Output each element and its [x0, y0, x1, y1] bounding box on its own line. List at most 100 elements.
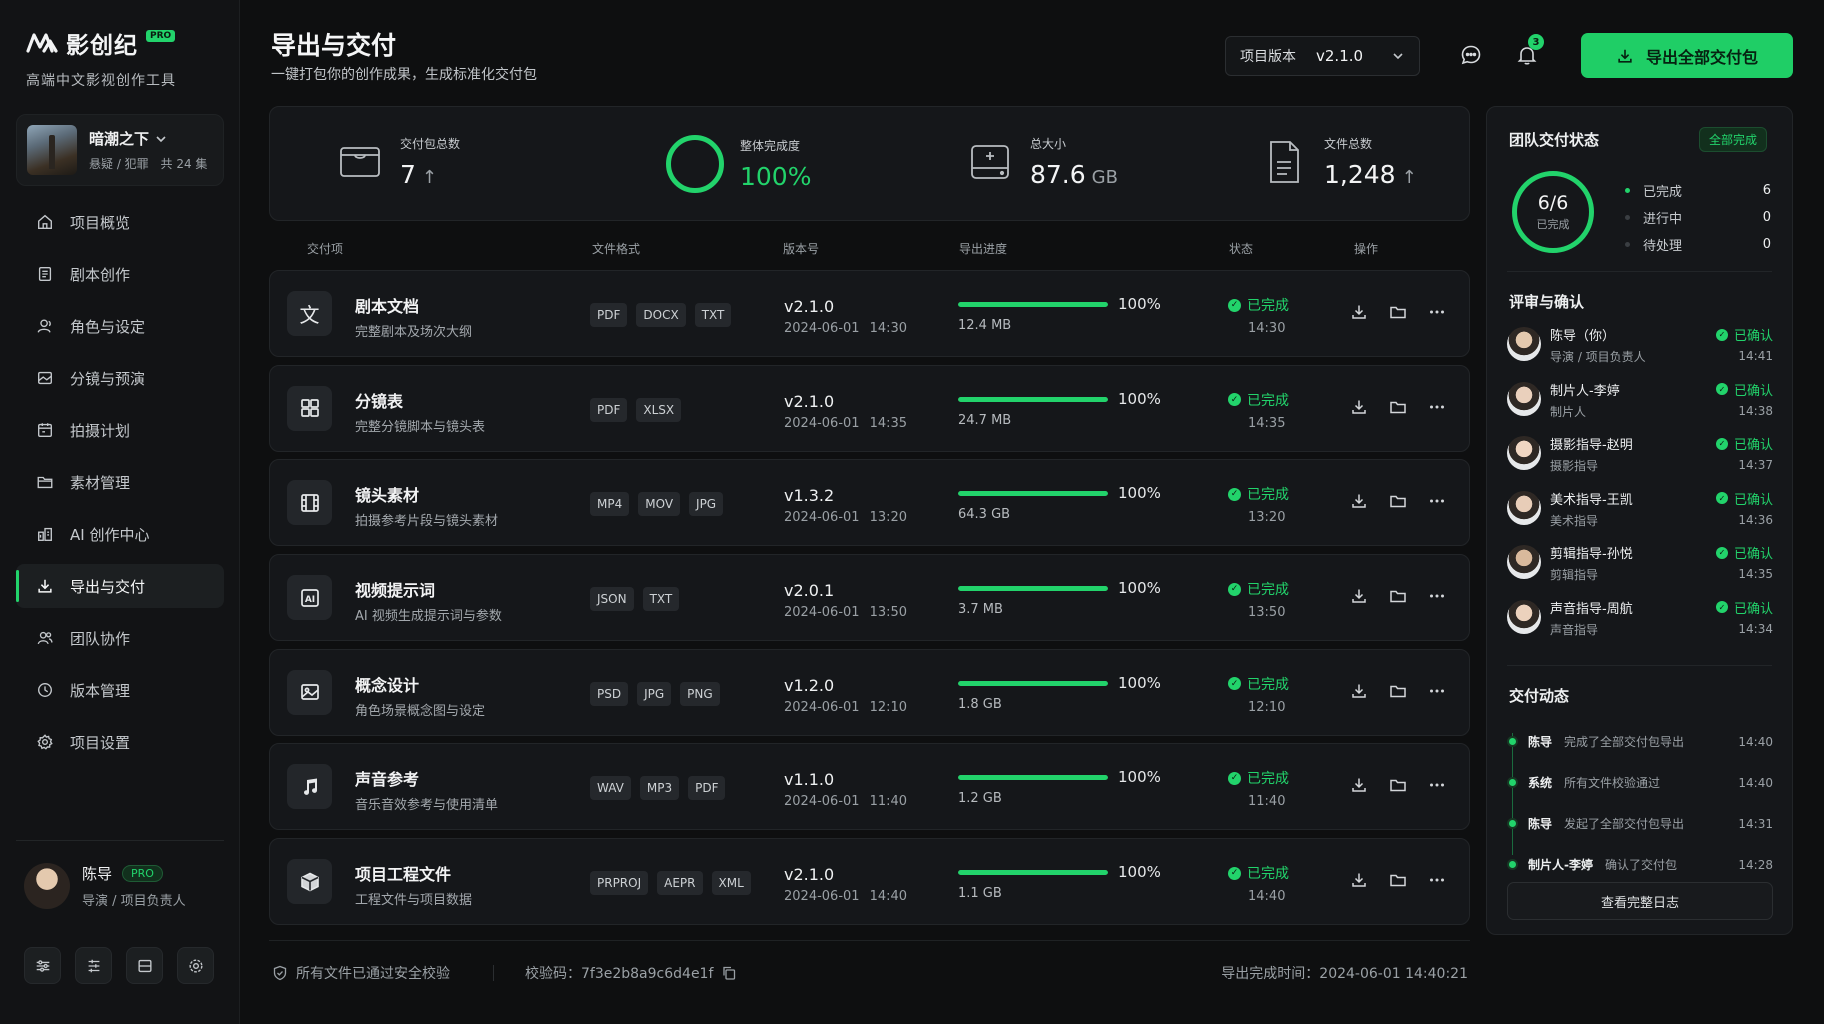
format-tag: MP4: [590, 492, 630, 517]
copy-icon[interactable]: [721, 965, 737, 981]
download-icon[interactable]: [1349, 775, 1369, 795]
sidebar-item-export[interactable]: 导出与交付: [16, 564, 224, 608]
table-row[interactable]: 文 剧本文档 完整剧本及场次大纲 PDF DOCX TXT v2.1.0 2024-…: [269, 270, 1470, 357]
review-item[interactable]: 剪辑指导-孙悦 剪辑指导 ✓ 已确认 14:35: [1507, 541, 1773, 596]
progress-percent: 100%: [1118, 768, 1161, 787]
format-tag: PRPROJ: [590, 871, 649, 896]
all-done-badge: 全部完成: [1699, 127, 1768, 152]
sidebar-item-versions[interactable]: 版本管理: [16, 668, 224, 712]
download-icon[interactable]: [1349, 491, 1369, 511]
status-time: 14:40: [1248, 889, 1286, 905]
activity-item: 制片人-李婷 确认了交付包 14:28: [1509, 844, 1773, 885]
more-icon[interactable]: [1427, 302, 1447, 322]
folder-icon[interactable]: [1388, 775, 1408, 795]
stat-value: 87.6: [1030, 160, 1086, 189]
sidebar-nav: 项目概览 剧本创作 角色与设定 分镜与预演 拍摄计划 素材管理 AI 创作中心: [16, 200, 224, 772]
project-name: 暗潮之下: [89, 130, 150, 148]
sidebar-item-label: 剧本创作: [70, 265, 131, 284]
sidebar-item-characters[interactable]: 角色与设定: [16, 304, 224, 348]
more-icon[interactable]: [1427, 586, 1447, 606]
check-circle-icon: ✓: [1228, 771, 1241, 785]
layout-button[interactable]: [126, 947, 163, 984]
status-badge: ✓ 已完成: [1228, 768, 1289, 788]
notifications-button[interactable]: 3: [1512, 34, 1544, 70]
table-row[interactable]: 分镜表 完整分镜脚本与镜头表 PDF XLSX v2.1.0 2024-06-01…: [269, 364, 1470, 452]
sidebar-item-storyboard[interactable]: 分镜与预演: [16, 356, 224, 400]
view-log-button[interactable]: 查看完整日志: [1507, 882, 1773, 920]
table-row[interactable]: 镜头素材 拍摄参考片段与镜头素材 MP4 MOV JPG v1.3.2 2024-0…: [269, 459, 1470, 547]
review-item[interactable]: 美术指导-王凯 美术指导 ✓ 已确认 14:36: [1507, 487, 1773, 542]
sidebar-item-assets[interactable]: 素材管理: [16, 460, 224, 504]
review-item[interactable]: 摄影指导-赵明 摄影指导 ✓ 已确认 14:37: [1507, 432, 1773, 487]
download-icon[interactable]: [1349, 870, 1369, 890]
download-icon[interactable]: [1349, 302, 1369, 322]
file-size: 1.2 GB: [958, 791, 1002, 807]
project-switcher[interactable]: 暗潮之下 悬疑 / 犯罪 共 24 集: [16, 114, 224, 186]
review-item[interactable]: 声音指导-周航 声音指导 ✓ 已确认 14:34: [1507, 596, 1773, 651]
export-all-button[interactable]: 导出全部交付包: [1581, 33, 1793, 78]
row-title: 概念设计: [355, 675, 420, 695]
review-item[interactable]: 制片人-李婷 制片人 ✓ 已确认 14:38: [1507, 378, 1773, 433]
folder-icon[interactable]: [1388, 681, 1408, 701]
activity-title: 交付动态: [1509, 687, 1570, 705]
row-version: v2.1.0: [784, 297, 835, 316]
table-row[interactable]: 项目工程文件 工程文件与项目数据 PRPROJ AEPR XML v2.1.0 20…: [269, 838, 1470, 926]
reviewer-role: 摄影指导: [1550, 459, 1599, 473]
review-item[interactable]: 陈导（你） 导演 / 项目负责人 ✓ 已确认 14:41: [1507, 323, 1773, 378]
download-icon[interactable]: [1349, 586, 1369, 606]
export-time-text: 导出完成时间：2024-06-01 14:40:21: [1221, 966, 1468, 982]
timeline-line: [1512, 733, 1513, 855]
row-time: 14:40: [869, 889, 908, 905]
row-date: 2024-06-01: [784, 605, 860, 621]
more-icon[interactable]: [1427, 870, 1447, 890]
folder-icon[interactable]: [1388, 586, 1408, 606]
reviewer-role: 剪辑指导: [1550, 568, 1599, 582]
sidebar-item-settings[interactable]: 项目设置: [16, 720, 224, 764]
team-progress-ring: 6/6 已完成: [1512, 171, 1594, 253]
download-icon[interactable]: [1349, 397, 1369, 417]
version-select[interactable]: 项目版本 v2.1.0: [1225, 36, 1420, 76]
format-tag: WAV: [590, 776, 631, 801]
table-row[interactable]: 声音参考 音乐音效参考与使用清单 WAV MP3 PDF v1.1.0 2024-0…: [269, 743, 1470, 831]
more-icon[interactable]: [1427, 681, 1447, 701]
row-time: 12:10: [869, 699, 908, 715]
folder-icon[interactable]: [1388, 870, 1408, 890]
row-title: 分镜表: [355, 391, 404, 411]
progress-bar: [958, 302, 1108, 307]
table-row[interactable]: 概念设计 角色场景概念图与设定 PSD JPG PNG v1.2.0 2024-06…: [269, 648, 1470, 736]
adjust-button[interactable]: [75, 947, 112, 984]
status-time: 13:20: [1248, 510, 1286, 526]
legend-item: 进行中 0: [1625, 204, 1771, 231]
more-icon[interactable]: [1427, 397, 1447, 417]
sidebar-item-schedule[interactable]: 拍摄计划: [16, 408, 224, 452]
sidebar-item-team[interactable]: 团队协作: [16, 616, 224, 660]
avatar[interactable]: [24, 863, 70, 909]
table-row[interactable]: AI 视频提示词 AI 视频生成提示词与参数 JSON TXT v2.0.1 20…: [269, 554, 1470, 642]
ai-icon: AI: [287, 575, 332, 621]
sidebar-item-ai-center[interactable]: AI 创作中心: [16, 512, 224, 556]
folder-icon[interactable]: [1388, 302, 1408, 322]
activity-time: 14:40: [1738, 775, 1773, 790]
activity-actor: 陈导: [1528, 817, 1553, 831]
row-version: v1.3.2: [784, 486, 835, 506]
filter-button[interactable]: [24, 947, 61, 984]
column-header: 导出进度: [959, 242, 1008, 256]
review-time: 14:41: [1738, 349, 1773, 363]
review-status: 已确认: [1733, 601, 1773, 617]
page-subtitle: 一键打包你的创作成果，生成标准化交付包: [271, 67, 537, 83]
messages-button[interactable]: [1456, 40, 1486, 70]
row-datetime: 2024-06-01 13:50: [784, 605, 907, 620]
activity-item: 陈导 发起了全部交付包导出 14:31: [1509, 803, 1773, 844]
sidebar-item-overview[interactable]: 项目概览: [16, 200, 224, 244]
folder-icon[interactable]: [1388, 397, 1408, 417]
more-icon[interactable]: [1427, 491, 1447, 511]
format-list: PDF DOCX TXT: [590, 303, 732, 327]
settings-button[interactable]: [177, 947, 214, 984]
sidebar-item-script[interactable]: 剧本创作: [16, 252, 224, 296]
home-icon: [38, 214, 52, 229]
more-icon[interactable]: [1427, 775, 1447, 795]
download-icon[interactable]: [1349, 681, 1369, 701]
shield-check-icon: [273, 965, 287, 981]
folder-icon[interactable]: [1388, 491, 1408, 511]
sidebar-item-label: 团队协作: [70, 629, 131, 648]
